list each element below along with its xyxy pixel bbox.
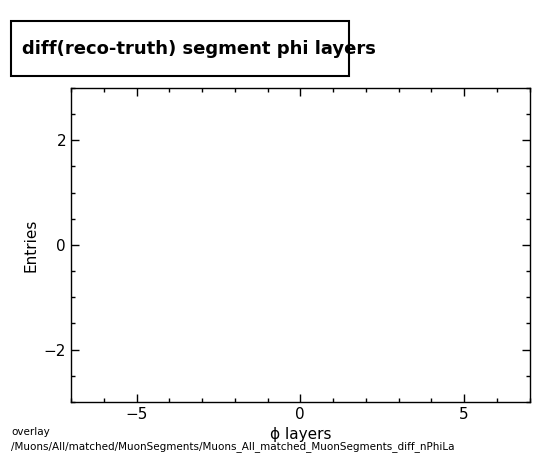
Y-axis label: Entries: Entries (23, 218, 38, 272)
Text: overlay: overlay (11, 427, 50, 438)
Text: diff(reco-truth) segment phi layers: diff(reco-truth) segment phi layers (22, 40, 376, 57)
X-axis label: ϕ layers: ϕ layers (270, 427, 331, 442)
Text: /Muons/All/matched/MuonSegments/Muons_All_matched_MuonSegments_diff_nPhiLa: /Muons/All/matched/MuonSegments/Muons_Al… (11, 441, 454, 452)
